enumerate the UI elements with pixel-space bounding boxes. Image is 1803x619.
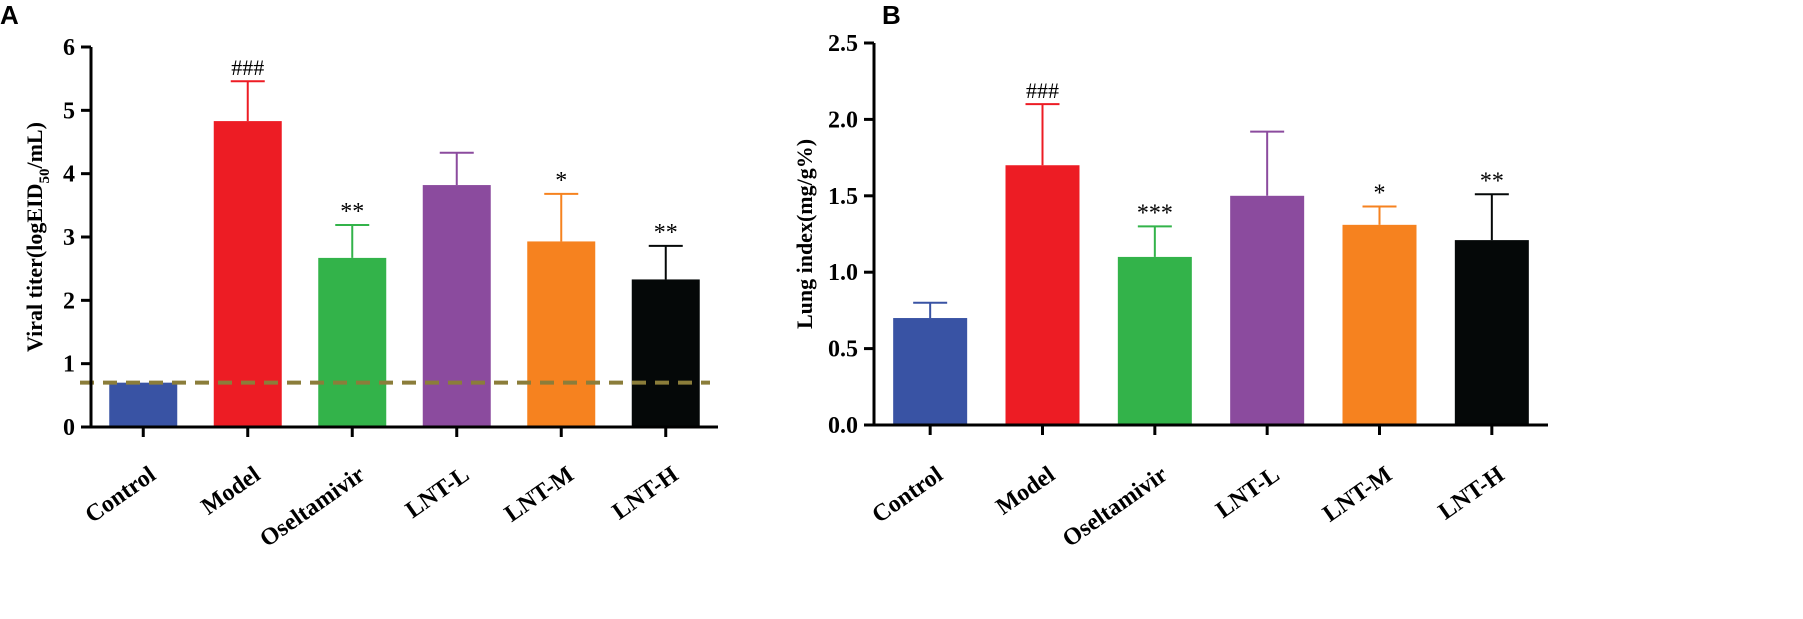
p1-bar-oseltamivir: [1117, 256, 1192, 425]
p0-error-bar-model: [230, 80, 265, 122]
p0-y-tick-label: 5: [63, 98, 75, 124]
p0-error-bar-lnt-m: [544, 192, 579, 242]
p0-significance-lnt-m: *: [555, 168, 567, 194]
p0-error-bar-lnt-l: [439, 151, 474, 186]
p0-y-tick-label: 2: [63, 288, 75, 314]
p0-y-tick-label: 4: [63, 162, 75, 188]
p0-y-tick-label: 0: [63, 415, 75, 441]
p0-error-bar-lnt-h: [648, 244, 683, 280]
p1-y-tick-label: 2.5: [828, 31, 858, 57]
p0-significance-model: ###: [231, 55, 264, 80]
p1-significance-model: ###: [1026, 78, 1059, 103]
p1-bar-control: [893, 318, 968, 425]
panel-label-a: A: [0, 0, 19, 30]
p0-bar-lnt-h: [631, 279, 700, 427]
p1-category-label-control: Control: [868, 461, 948, 528]
p1-significance-lnt-h: **: [1480, 168, 1504, 194]
p0-y-tick-label: 1: [63, 352, 75, 378]
p1-error-bar-lnt-l: [1250, 130, 1285, 196]
p0-category-label-lnt-l: LNT-L: [401, 462, 474, 524]
p0-error-bar-oseltamivir: [335, 223, 370, 258]
p0-bar-oseltamivir: [318, 257, 387, 427]
p1-y-tick-label: 1.0: [828, 260, 858, 286]
p1-bar-model: [1005, 165, 1080, 426]
p0-bar-control: [109, 382, 178, 427]
p1-y-tick-label: 1.5: [828, 184, 858, 210]
p1-error-bar-control: [913, 301, 948, 319]
p1-category-label-lnt-l: LNT-L: [1211, 462, 1284, 524]
p1-y-tick-label: 0.0: [828, 413, 858, 439]
p1-significance-lnt-m: *: [1374, 180, 1386, 206]
p1-y-tick-label: 2.0: [828, 107, 858, 133]
p1-y-tick-label: 0.5: [828, 337, 858, 363]
p0-category-label-control: Control: [81, 461, 161, 528]
p1-error-bar-model: [1025, 103, 1060, 166]
p0-category-label-lnt-m: LNT-M: [500, 462, 579, 528]
p0-significance-lnt-h: **: [654, 220, 678, 246]
p1-bar-lnt-m: [1342, 224, 1417, 425]
p0-category-label-model: Model: [197, 461, 266, 520]
p0-significance-oseltamivir: **: [340, 199, 364, 225]
p0-y-tick-label: 3: [63, 225, 75, 251]
p1-significance-oseltamivir: ***: [1137, 200, 1173, 226]
p0-y-axis-title: Viral titer(logEID50/mL): [22, 122, 53, 352]
p1-category-label-lnt-h: LNT-H: [1434, 461, 1510, 525]
p1-y-axis-title: Lung index(mg/g%): [792, 139, 817, 329]
p0-bar-model: [213, 121, 282, 427]
p1-category-label-lnt-m: LNT-M: [1318, 462, 1397, 528]
p1-error-bar-lnt-h: [1474, 193, 1509, 241]
p1-bar-lnt-h: [1454, 240, 1529, 425]
p0-y-tick-label: 6: [63, 35, 75, 61]
p0-category-label-lnt-h: LNT-H: [608, 461, 684, 525]
p1-category-label-oseltamivir: Oseltamivir: [1058, 461, 1173, 552]
p1-bar-lnt-l: [1230, 195, 1305, 425]
p0-category-label-oseltamivir: Oseltamivir: [255, 461, 370, 552]
p0-bar-lnt-l: [422, 185, 491, 427]
p1-category-label-model: Model: [992, 461, 1061, 520]
p1-error-bar-oseltamivir: [1137, 225, 1172, 257]
panel-label-b: B: [882, 0, 901, 30]
p1-error-bar-lnt-m: [1362, 205, 1397, 225]
p0-bar-lnt-m: [527, 241, 596, 427]
